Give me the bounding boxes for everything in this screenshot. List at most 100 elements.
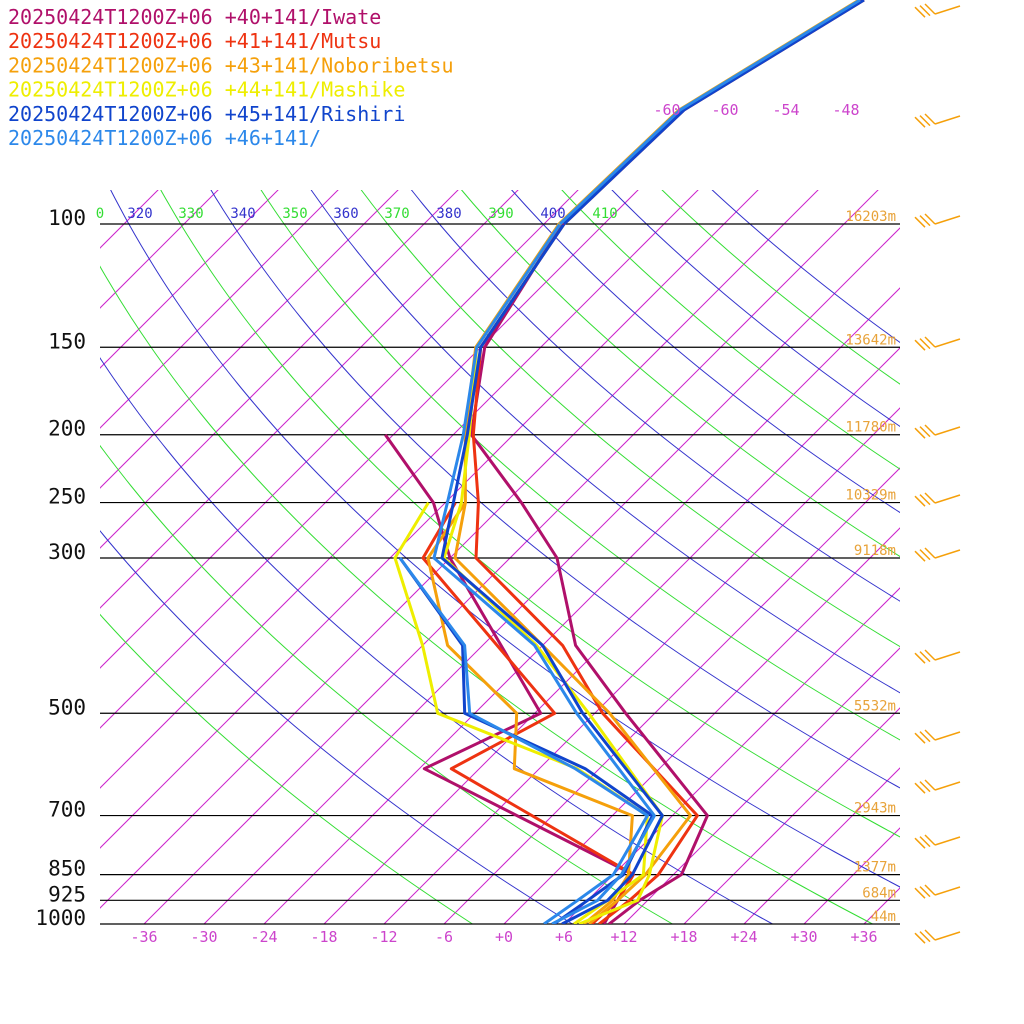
sounding-profiles-upper — [557, 0, 865, 226]
pressure-label: 250 — [48, 485, 86, 509]
temperature-profile — [469, 223, 709, 924]
isotherm-line — [100, 190, 639, 729]
pressure-label: 200 — [48, 417, 86, 441]
wind-barb-flag — [914, 116, 926, 128]
wind-barb — [914, 424, 961, 439]
temperature-profile-upper — [557, 0, 860, 226]
isotherm-line — [443, 467, 900, 924]
wind-barb — [914, 929, 961, 944]
isotherm-top-label: -60 — [653, 101, 680, 119]
wind-barb-flag — [914, 652, 926, 664]
wind-barb-flag — [924, 492, 936, 504]
temperature-profile-upper — [562, 0, 865, 226]
wind-barb-flag — [924, 213, 936, 225]
pressure-lines — [100, 223, 900, 925]
isotherm-line — [100, 190, 819, 909]
wind-barb-flag — [919, 5, 931, 17]
dry-adiabat-line — [100, 613, 473, 924]
wind-barb — [914, 729, 961, 744]
wind-barb-staff — [934, 215, 961, 225]
dry-adiabat-line — [460, 190, 900, 558]
wind-barb-flag — [914, 932, 926, 944]
isotherm-line — [203, 227, 900, 924]
isotherm-line — [0, 69, 219, 924]
height-label: 9118m — [854, 543, 896, 559]
wind-barb-flag — [919, 781, 931, 793]
legend-entry: 20250424T1200Z+06 +46+141/ — [8, 126, 321, 150]
wind-barb-flag — [919, 215, 931, 227]
dry-adiabat-line — [611, 190, 900, 428]
wind-barb-flag — [924, 834, 936, 846]
isotherm-line — [683, 707, 900, 924]
isotherm-top-label: -60 — [711, 101, 738, 119]
pressure-label: 1000 — [35, 906, 86, 930]
wind-barb-flag — [919, 931, 931, 943]
wind-barb-staff — [934, 549, 961, 559]
temperature-tick-label: -24 — [250, 928, 277, 946]
dry-adiabat-line — [100, 357, 773, 924]
height-label: 684m — [862, 885, 896, 901]
wind-barb-flag — [914, 550, 926, 562]
wind-barb-flag — [919, 115, 931, 127]
isotherm-line — [100, 190, 759, 849]
dry-adiabat-line — [561, 190, 900, 470]
temperature-tick-label: +36 — [850, 928, 877, 946]
isotherm-line — [984, 69, 1024, 924]
temperature-profile — [432, 223, 656, 924]
isotherm-line — [383, 407, 900, 924]
temperature-tick-label: +30 — [790, 928, 817, 946]
isotherm-line — [100, 190, 459, 549]
temperature-tick-label: -36 — [130, 928, 157, 946]
theta-label: 0 — [96, 206, 104, 222]
sounding-profiles — [384, 223, 709, 924]
dry-adiabat-line — [661, 190, 900, 385]
wind-barb-staff — [934, 115, 961, 125]
dry-adiabat-line — [100, 444, 673, 924]
wind-barb-flag — [919, 731, 931, 743]
wind-barb-staff — [934, 781, 961, 791]
height-label: 2943m — [854, 801, 896, 817]
isotherm-line — [323, 347, 900, 924]
isotherm-line — [100, 190, 159, 249]
height-label: 1377m — [854, 860, 896, 876]
wind-barb-flag — [924, 336, 936, 348]
wind-barb-flag — [919, 836, 931, 848]
dry-adiabat-line — [210, 190, 900, 789]
pressure-label: 700 — [48, 798, 86, 822]
wind-barb — [914, 113, 961, 128]
wind-barb-flag — [919, 494, 931, 506]
wind-barb — [914, 649, 961, 664]
isotherm-line — [803, 827, 900, 924]
pressure-label: 300 — [48, 540, 86, 564]
temperature-tick-label: +18 — [670, 928, 697, 946]
dry-adiabat-line — [310, 190, 900, 694]
wind-barb — [914, 834, 961, 849]
pressure-label: 500 — [48, 695, 86, 719]
wind-barb-flag — [914, 216, 926, 228]
theta-label: 390 — [488, 206, 513, 222]
isotherm-line — [100, 190, 339, 429]
isotherm-line — [100, 190, 219, 309]
pressure-label: 100 — [48, 206, 86, 230]
wind-barb-flag — [924, 424, 936, 436]
theta-label: 320 — [127, 206, 152, 222]
isotherm-line — [623, 647, 900, 924]
wind-barb-flag — [914, 732, 926, 744]
isotherms — [0, 69, 1024, 924]
height-label: 5532m — [854, 698, 896, 714]
legend: 20250424T1200Z+06 +40+141/Iwate20250424T… — [8, 5, 454, 150]
legend-entry: 20250424T1200Z+06 +43+141/Noboribetsu — [8, 53, 454, 77]
dry-adiabat-line — [260, 190, 900, 741]
height-label: 13642m — [845, 332, 896, 348]
isotherm-line — [743, 767, 900, 924]
isotherm-line — [563, 587, 900, 924]
wind-barbs — [914, 3, 961, 944]
temperature-tick-label: -30 — [190, 928, 217, 946]
height-label: 44m — [871, 909, 896, 925]
isotherm-line — [924, 69, 1024, 924]
height-label: 16203m — [845, 209, 896, 225]
wind-barb-staff — [934, 651, 961, 661]
wind-barb-staff — [934, 731, 961, 741]
temperature-tick-label: +24 — [730, 928, 757, 946]
dry-adiabat-line — [160, 190, 900, 838]
